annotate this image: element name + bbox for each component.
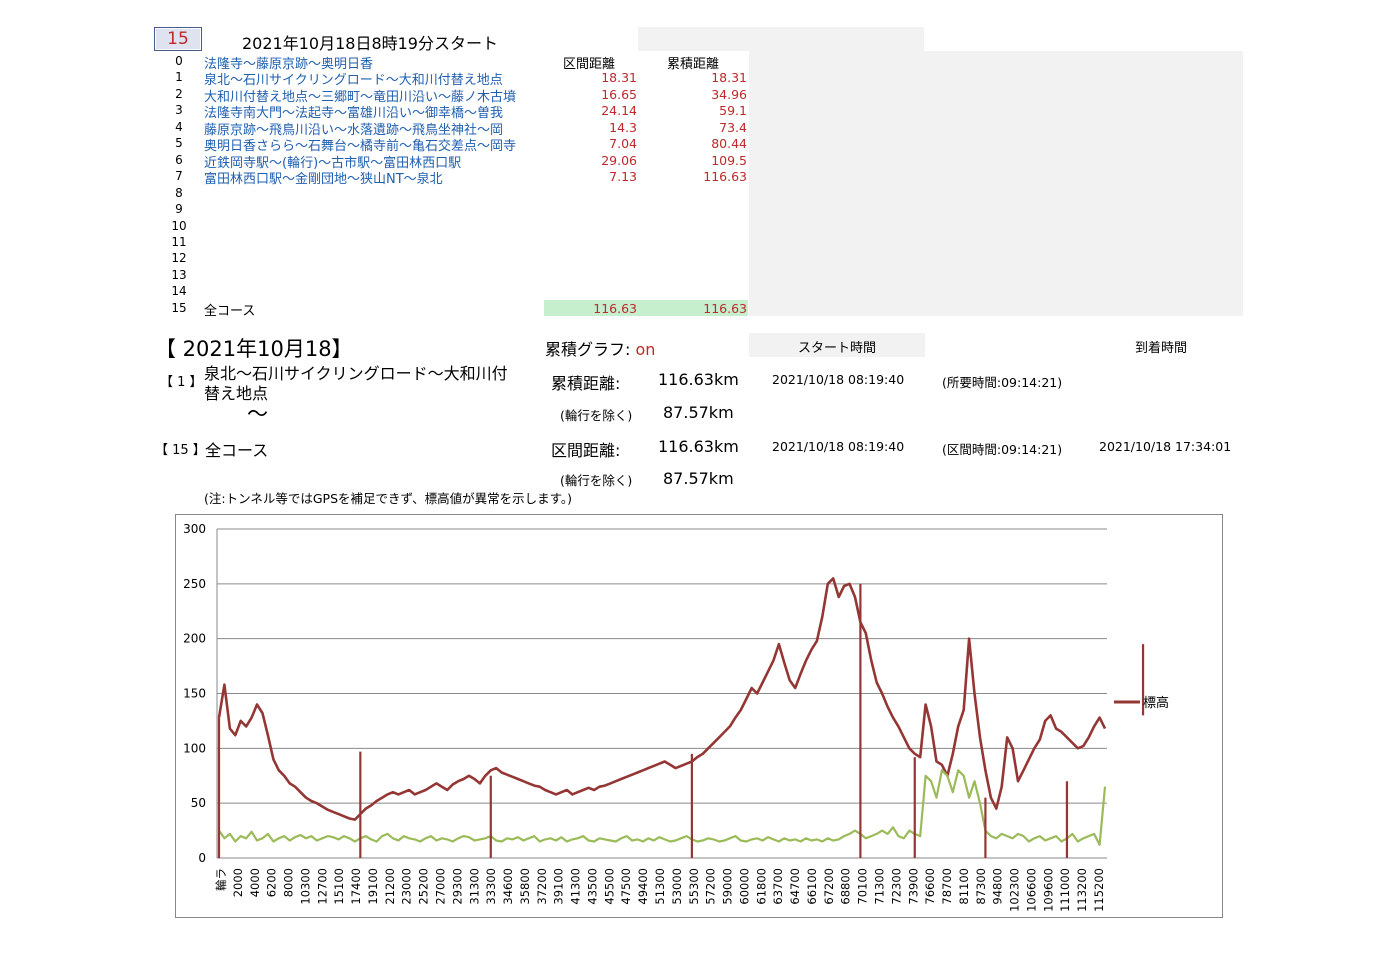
row-number: 11: [171, 234, 187, 249]
row-number: 0: [175, 54, 183, 68]
course-name[interactable]: 藤原京跡～飛鳥川沿い～水落遺跡～飛鳥坐神社～岡: [204, 122, 504, 138]
course-name[interactable]: 富田林西口駅～金剛団地～狭山NT～泉北: [204, 172, 443, 188]
graph-toggle-label: 累積グラフ: on: [545, 336, 655, 360]
section-value: 116.63km: [658, 437, 739, 456]
cumulative-distance: 34.96: [711, 86, 747, 102]
total-section-cell: [544, 300, 644, 316]
from-course-line2: 替え地点: [204, 384, 269, 403]
section-distance: 18.31: [601, 70, 637, 86]
start-heading: 2021年10月18日8時19分スタート: [242, 34, 498, 53]
course-name[interactable]: 奥明日香さらら～石舞台～橘寺前～亀石交差点～岡寺: [204, 139, 517, 155]
section-distance: 16.65: [601, 86, 637, 102]
row-number: 12: [171, 251, 187, 266]
row-number: 9: [175, 202, 183, 217]
start-time-header: スタート時間: [798, 341, 877, 356]
column-header-section: 区間距離: [563, 57, 616, 72]
course-name[interactable]: 法隆寺～藤原京跡～奥明日香: [204, 57, 374, 72]
date-heading: 【 2021年10月18】: [155, 337, 353, 361]
cumulative-value: 116.63km: [658, 370, 739, 389]
section-distance: 7.13: [609, 169, 637, 185]
cumulative-distance: 73.4: [719, 119, 747, 135]
graph-label: 累積グラフ:: [545, 340, 631, 359]
cumulative-distance: 80.44: [711, 136, 747, 152]
gray-panel-top: [638, 27, 924, 51]
start-time-header-cell: [749, 333, 925, 357]
course-name[interactable]: 近鉄岡寺駅～(輪行)～古市駅～富田林西口駅: [204, 155, 462, 171]
row-number: 1: [175, 70, 183, 85]
row-number: 7: [175, 169, 183, 184]
row-number: 5: [175, 136, 183, 151]
graph-state[interactable]: on: [635, 340, 656, 359]
row-number: 14: [171, 284, 187, 299]
cumulative-distance: 18.31: [711, 70, 747, 86]
row-number: 2: [175, 86, 183, 101]
course-name[interactable]: 大和川付替え地点～三郷町～竜田川沿い～藤ノ木古墳: [204, 89, 517, 105]
row-number: 10: [171, 218, 187, 233]
course-name[interactable]: 泉北～石川サイクリングロード～大和川付替え地点: [204, 73, 503, 89]
section-distance: 116.63: [593, 300, 637, 316]
row-number: 4: [175, 119, 183, 134]
row-number: 6: [175, 152, 183, 167]
section-label: 区間距離:: [551, 441, 621, 460]
section-distance: 7.04: [609, 136, 637, 152]
section-excl-value: 87.57km: [663, 469, 734, 488]
total-cumulative-cell: [644, 300, 748, 316]
cumulative-excl-value: 87.57km: [663, 403, 734, 422]
from-course-line1: 泉北～石川サイクリングロード～大和川付: [204, 364, 508, 383]
range-tilde: ～: [247, 402, 268, 426]
section-distance: 24.14: [601, 103, 637, 119]
row-number: 8: [175, 185, 183, 200]
cumulative-distance: 116.63: [703, 300, 747, 316]
from-index: 【 1 】: [160, 375, 203, 390]
section-distance: 29.06: [601, 152, 637, 168]
elevation-chart-frame: [175, 514, 1223, 918]
row-number: 15: [171, 300, 187, 315]
course-selector[interactable]: 15: [154, 27, 202, 51]
cumulative-elapsed: (所要時間:09:14:21): [942, 375, 1063, 390]
course-name[interactable]: 全コース: [204, 303, 256, 319]
cumulative-distance: 116.63: [703, 169, 747, 185]
gray-panel-right: [749, 51, 1243, 316]
cumulative-start: 2021/10/18 08:19:40: [772, 372, 905, 387]
row-number: 13: [171, 267, 187, 282]
section-distance: 14.3: [609, 119, 637, 135]
gps-note: (注:トンネル等ではGPSを補足できず、標高値が異常を示します。): [204, 491, 572, 506]
arrival-time-header: 到着時間: [1135, 341, 1188, 356]
section-end: 2021/10/18 17:34:01: [1099, 439, 1232, 454]
section-excl-label: (輪行を除く): [560, 473, 633, 488]
section-elapsed: (区間時間:09:14:21): [942, 442, 1063, 457]
section-start: 2021/10/18 08:19:40: [772, 439, 905, 454]
column-header-cumulative: 累積距離: [667, 57, 720, 72]
course-name[interactable]: 法隆寺南大門～法起寺～富雄川沿い～御幸橋～曽我: [204, 106, 504, 122]
row-number: 3: [175, 103, 183, 118]
to-course: 全コース: [205, 441, 269, 460]
cumulative-excl-label: (輪行を除く): [560, 408, 633, 423]
cumulative-distance: 109.5: [711, 152, 747, 168]
cumulative-distance: 59.1: [719, 103, 747, 119]
cumulative-label: 累積距離:: [551, 374, 621, 393]
to-index: 【 15 】: [155, 443, 206, 458]
